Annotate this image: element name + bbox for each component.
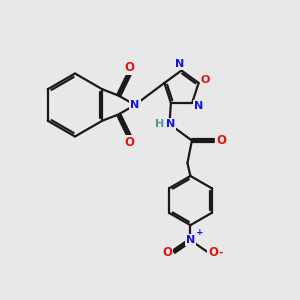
Text: O: O xyxy=(124,61,134,74)
Text: O: O xyxy=(200,75,210,85)
Text: O: O xyxy=(162,246,172,259)
Text: +: + xyxy=(196,228,203,237)
Text: H: H xyxy=(155,119,164,129)
Text: N: N xyxy=(176,59,184,69)
Text: N: N xyxy=(186,235,195,245)
Text: N: N xyxy=(166,119,175,129)
Text: -: - xyxy=(218,248,223,258)
Text: N: N xyxy=(130,100,140,110)
Text: O: O xyxy=(208,246,218,259)
Text: O: O xyxy=(216,134,226,147)
Text: N: N xyxy=(194,101,203,111)
Text: O: O xyxy=(124,136,134,149)
